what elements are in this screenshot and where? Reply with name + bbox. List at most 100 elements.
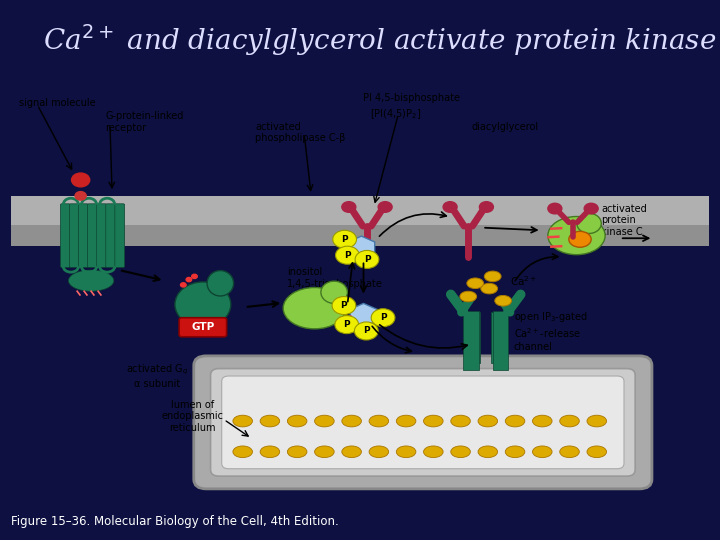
Ellipse shape	[559, 446, 580, 457]
Ellipse shape	[315, 415, 334, 427]
Circle shape	[335, 315, 359, 334]
Circle shape	[372, 309, 395, 327]
Circle shape	[584, 203, 598, 214]
FancyBboxPatch shape	[222, 376, 624, 469]
Text: open IP$_3$-gated
Ca$^{2+}$-release
channel: open IP$_3$-gated Ca$^{2+}$-release chan…	[513, 310, 588, 352]
Circle shape	[355, 251, 379, 268]
Ellipse shape	[233, 446, 253, 457]
Ellipse shape	[369, 446, 389, 457]
Ellipse shape	[533, 415, 552, 427]
Circle shape	[336, 246, 359, 264]
Text: [PI(4,5)P$_2$]: [PI(4,5)P$_2$]	[371, 107, 422, 120]
FancyBboxPatch shape	[96, 204, 107, 267]
Circle shape	[354, 322, 378, 340]
Ellipse shape	[287, 415, 307, 427]
FancyBboxPatch shape	[194, 356, 652, 489]
Circle shape	[342, 201, 356, 212]
Circle shape	[548, 203, 562, 214]
Ellipse shape	[569, 231, 591, 247]
Circle shape	[181, 283, 186, 287]
Bar	[491, 313, 507, 363]
Ellipse shape	[548, 217, 605, 255]
Ellipse shape	[451, 446, 470, 457]
Text: Figure 15–36. Molecular Biology of the Cell, 4th Edition.: Figure 15–36. Molecular Biology of the C…	[11, 515, 338, 528]
Ellipse shape	[481, 284, 498, 294]
Text: signal molecule: signal molecule	[19, 98, 96, 108]
Ellipse shape	[587, 415, 606, 427]
Bar	[492, 312, 508, 370]
Circle shape	[480, 201, 493, 212]
FancyBboxPatch shape	[60, 204, 70, 267]
Ellipse shape	[467, 278, 484, 288]
Ellipse shape	[283, 287, 346, 329]
Ellipse shape	[396, 415, 416, 427]
Text: Ca$^{2+}$ and diacylglycerol activate protein kinase C: Ca$^{2+}$ and diacylglycerol activate pr…	[43, 22, 720, 58]
Text: diacylglycerol: diacylglycerol	[472, 122, 539, 132]
Ellipse shape	[315, 446, 334, 457]
Ellipse shape	[505, 446, 525, 457]
Polygon shape	[348, 236, 374, 259]
Text: lumen of
endoplasmic
reticulum: lumen of endoplasmic reticulum	[161, 400, 223, 433]
Ellipse shape	[396, 446, 416, 457]
Ellipse shape	[233, 415, 253, 427]
Ellipse shape	[423, 415, 443, 427]
Ellipse shape	[207, 271, 233, 296]
Text: GTP: GTP	[192, 322, 215, 332]
Bar	[11, 225, 709, 246]
FancyBboxPatch shape	[78, 204, 89, 267]
Ellipse shape	[260, 446, 279, 457]
Circle shape	[186, 278, 192, 282]
FancyBboxPatch shape	[115, 204, 125, 267]
Ellipse shape	[559, 415, 580, 427]
Text: P: P	[344, 251, 351, 260]
Circle shape	[192, 274, 197, 279]
Text: Ca$^{2+}$: Ca$^{2+}$	[510, 274, 537, 287]
Ellipse shape	[175, 282, 231, 327]
Ellipse shape	[260, 415, 279, 427]
Ellipse shape	[495, 295, 511, 306]
Ellipse shape	[321, 281, 348, 303]
FancyBboxPatch shape	[179, 318, 227, 337]
Bar	[464, 312, 479, 370]
Ellipse shape	[423, 446, 443, 457]
Text: inositol
1,4,5-trisphosphate
(IP$_3$): inositol 1,4,5-trisphosphate (IP$_3$)	[287, 267, 382, 305]
Circle shape	[443, 201, 457, 212]
Text: P: P	[363, 327, 369, 335]
Text: P: P	[341, 235, 348, 244]
Ellipse shape	[460, 291, 477, 302]
FancyBboxPatch shape	[88, 204, 97, 267]
Ellipse shape	[342, 415, 361, 427]
Circle shape	[332, 296, 356, 314]
FancyBboxPatch shape	[106, 204, 116, 267]
Text: G-protein-linked
receptor: G-protein-linked receptor	[105, 111, 184, 133]
Text: P: P	[343, 320, 350, 329]
Ellipse shape	[478, 446, 498, 457]
Text: activated
phospholipase C-β: activated phospholipase C-β	[256, 122, 346, 143]
Bar	[11, 196, 709, 225]
Ellipse shape	[533, 446, 552, 457]
Text: activated G$_q$
α subunit: activated G$_q$ α subunit	[126, 363, 189, 389]
Polygon shape	[350, 303, 377, 327]
Bar	[465, 313, 480, 363]
Text: P: P	[364, 255, 370, 264]
Text: P: P	[341, 301, 347, 310]
Text: P: P	[379, 313, 387, 322]
Text: PI 4,5-bisphosphate: PI 4,5-bisphosphate	[364, 92, 461, 103]
Ellipse shape	[287, 446, 307, 457]
Ellipse shape	[68, 270, 114, 291]
Ellipse shape	[485, 271, 501, 282]
FancyBboxPatch shape	[69, 204, 79, 267]
Circle shape	[75, 192, 86, 200]
Circle shape	[333, 230, 356, 248]
Ellipse shape	[505, 415, 525, 427]
Ellipse shape	[577, 213, 601, 233]
Text: activated
protein
kinase C: activated protein kinase C	[601, 204, 647, 237]
Circle shape	[378, 201, 392, 212]
Ellipse shape	[451, 415, 470, 427]
Ellipse shape	[369, 415, 389, 427]
Ellipse shape	[342, 446, 361, 457]
FancyBboxPatch shape	[210, 369, 635, 476]
Ellipse shape	[587, 446, 606, 457]
Circle shape	[71, 173, 90, 187]
Ellipse shape	[478, 415, 498, 427]
